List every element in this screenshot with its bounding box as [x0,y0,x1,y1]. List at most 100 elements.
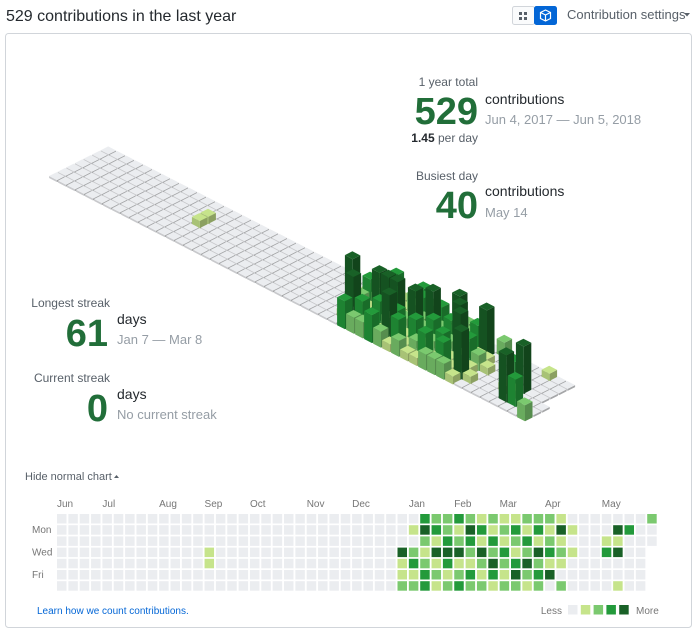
day-cell [363,558,373,569]
stat-range: Jun 4, 2017 — Jun 5, 2018 [485,112,641,127]
iso-face-top [425,283,441,292]
day-cell [329,581,339,591]
iso-face-top [418,346,434,355]
day-cell [306,525,317,535]
iso-face-top [274,287,290,296]
day-cell [465,558,476,569]
iso-face-left [94,199,102,206]
iso-face-top [272,260,289,269]
day-cell [511,558,521,569]
day-cell [408,570,419,580]
day-cell [386,558,396,569]
month-label: Aug [159,499,177,510]
iso-face-top [166,232,182,240]
iso-face-left [191,216,200,229]
iso-face-top [193,245,209,254]
day-label: Mon [32,525,51,536]
day-cell [420,536,430,546]
day-cell [454,514,464,524]
day-cell [579,525,589,535]
day-cell [68,570,78,580]
day-cell [613,525,623,535]
iso-face-top [534,402,550,411]
day-cell [318,581,328,591]
iso-face-left [112,208,120,215]
iso-face-top [119,173,135,182]
per-day-value: 1.45 [411,131,435,145]
normal-view-button[interactable] [512,6,535,25]
iso-face-top [112,204,128,213]
help-link[interactable]: Learn how we count contributions. [37,606,189,617]
day-cell [442,547,453,558]
iso-face-top [326,279,342,288]
day-cell [431,570,442,580]
day-cell [352,514,362,524]
day-cell [193,525,203,535]
iso-face-top [344,251,361,260]
iso-face-top [317,265,333,274]
day-cell [363,514,373,524]
settings-menu[interactable]: Contribution settings [567,7,686,22]
stat-date: May 14 [485,205,528,220]
iso-face-top [427,351,443,360]
iso-face-left [364,311,372,344]
iso-face-top [92,159,108,168]
iso-face-top [550,376,567,385]
day-cell [408,558,419,569]
day-cell [147,570,158,580]
day-cell [68,525,78,535]
day-cell [204,514,215,524]
iso-face-top [128,169,144,177]
day-cell [624,547,634,558]
day-cell [624,558,634,569]
iso-face-top [445,368,461,377]
day-cell [442,558,453,569]
iso-face-top [299,274,316,283]
iso-face-top [256,278,272,286]
day-cell [601,570,612,580]
iso-face-top [282,282,299,291]
day-cell [601,536,612,546]
iso-face-top [462,368,479,377]
day-cell [465,514,476,524]
day-cell [329,525,339,535]
day-cell [227,570,237,580]
day-cell [647,536,657,546]
day-cell [136,525,146,535]
iso-face-top [316,256,333,265]
iso-face-top [101,173,118,181]
day-cell [567,536,578,546]
day-cell [386,570,396,580]
iso-face-top [157,227,173,236]
iso-face-top [298,247,315,256]
day-cell [545,514,555,524]
iso-face-top [326,270,342,279]
iso-face-top [236,224,252,233]
iso-face-top [85,190,101,199]
day-cell [465,525,476,535]
iso-face-top [318,292,334,301]
day-cell [601,547,612,558]
day-cell [249,536,260,546]
day-label: Wed [32,548,52,559]
day-cell [386,581,396,591]
day-cell [374,547,385,558]
day-cell [408,525,419,535]
day-cell [68,514,78,524]
iso-face-left [49,176,57,183]
iso-face-top [263,247,279,255]
iso-face-top [290,269,307,278]
day-cell [204,536,215,546]
day-cell [545,570,555,580]
iso-face-top [436,356,452,364]
day-cell [261,558,271,569]
toggle-chart[interactable]: Hide normal chart [25,471,112,483]
day-cell [567,525,578,535]
month-label: Mar [500,499,518,510]
day-cell [306,570,317,580]
iso-face-left [166,235,174,242]
iso-face-top [273,278,290,287]
day-cell [374,581,385,591]
month-label: Feb [454,499,472,510]
day-cell [284,547,294,558]
